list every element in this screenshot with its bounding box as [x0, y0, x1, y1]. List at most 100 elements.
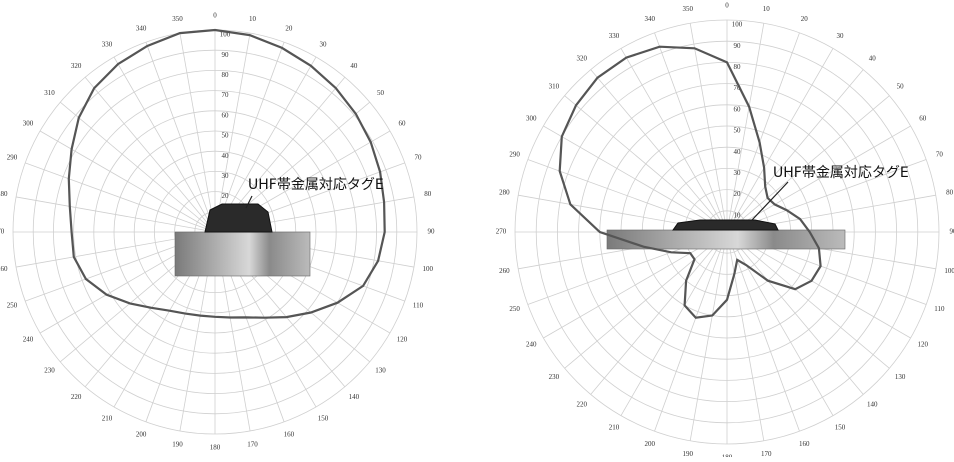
angle-label: 100	[944, 267, 954, 275]
radial-label: 20	[734, 190, 742, 198]
angle-label: 200	[136, 431, 147, 439]
radial-label: 20	[222, 192, 230, 200]
radial-label: 90	[222, 51, 230, 59]
angle-label: 190	[172, 440, 183, 448]
angle-label: 220	[71, 393, 82, 401]
angle-label: 120	[917, 341, 928, 349]
radial-label: 50	[734, 127, 742, 135]
angle-label: 80	[946, 188, 954, 196]
angle-label: 200	[644, 440, 655, 448]
angle-label: 240	[526, 341, 537, 349]
radial-label: 60	[734, 105, 742, 113]
grid-spoke	[727, 232, 889, 368]
angle-label: 250	[7, 301, 18, 309]
radial-label: 60	[222, 111, 230, 119]
angle-label: 50	[377, 89, 385, 97]
grid-spoke	[591, 70, 727, 232]
angle-label: 170	[761, 450, 772, 457]
angle-label: 70	[414, 154, 422, 162]
angle-label: 320	[576, 54, 587, 62]
angle-label: 230	[549, 373, 560, 381]
radial-label: 80	[222, 71, 230, 79]
angle-label: 140	[867, 401, 878, 409]
angle-label: 280	[499, 188, 510, 196]
angle-label: 270	[496, 228, 507, 236]
angle-label: 0	[213, 12, 217, 20]
angle-label: 220	[576, 401, 587, 409]
radial-label: 40	[734, 148, 742, 156]
grid-spoke	[727, 232, 863, 394]
grid-spoke	[727, 70, 863, 232]
angle-label: 30	[837, 32, 845, 40]
angle-label: 0	[725, 2, 729, 10]
angle-label: 300	[526, 115, 537, 123]
angle-label: 260	[0, 265, 8, 273]
angle-label: 160	[799, 440, 810, 448]
radial-label: 10	[734, 211, 742, 219]
angle-label: 320	[71, 62, 82, 70]
angle-label: 310	[44, 89, 55, 97]
metal-plate	[175, 232, 310, 276]
angle-label: 120	[397, 336, 408, 344]
angle-label: 150	[835, 423, 846, 431]
radial-label: 50	[222, 132, 230, 140]
radial-label: 70	[222, 91, 230, 99]
angle-label: 70	[936, 150, 944, 158]
angle-label: 110	[934, 305, 945, 313]
grid-spoke	[565, 232, 727, 368]
angle-label: 140	[349, 393, 360, 401]
radial-label: 80	[734, 63, 742, 71]
angle-label: 190	[683, 450, 694, 457]
angle-label: 350	[683, 5, 694, 13]
angle-label: 130	[895, 373, 906, 381]
angle-label: 20	[285, 25, 293, 33]
angle-label: 90	[950, 228, 954, 236]
angle-label: 60	[919, 115, 927, 123]
angle-label: 350	[172, 15, 183, 23]
angle-label: 50	[897, 82, 905, 90]
angle-label: 150	[318, 415, 329, 423]
angle-label: 340	[136, 25, 147, 33]
grid-spoke	[565, 96, 727, 232]
angle-label: 230	[44, 366, 55, 374]
angle-label: 100	[422, 265, 433, 273]
angle-label: 60	[399, 120, 407, 128]
radial-label: 30	[734, 169, 742, 177]
angle-label: 10	[763, 5, 771, 13]
angle-label: 40	[869, 54, 877, 62]
radial-label: 30	[222, 172, 230, 180]
angle-label: 330	[102, 41, 113, 49]
angle-label: 300	[23, 120, 34, 128]
angle-label: 310	[549, 82, 560, 90]
angle-label: 170	[247, 440, 258, 448]
angle-label: 180	[722, 454, 733, 457]
angle-label: 30	[320, 41, 328, 49]
angle-label: 270	[0, 228, 5, 236]
angle-label: 340	[644, 15, 655, 23]
angle-label: 110	[413, 301, 424, 309]
angle-label: 280	[0, 190, 8, 198]
pattern-line	[560, 47, 821, 318]
angle-label: 260	[499, 267, 510, 275]
angle-label: 80	[424, 190, 432, 198]
angle-label: 130	[375, 366, 386, 374]
grid-spoke	[591, 232, 727, 394]
angle-label: 90	[428, 228, 436, 236]
angle-label: 330	[609, 32, 620, 40]
angle-label: 210	[609, 423, 620, 431]
radial-label: 100	[732, 21, 743, 29]
tag	[673, 220, 778, 230]
angle-label: 180	[210, 444, 221, 452]
radial-label: 40	[222, 152, 230, 160]
tag	[205, 204, 272, 232]
angle-label: 240	[23, 336, 34, 344]
angle-label: 160	[284, 431, 295, 439]
angle-label: 210	[102, 415, 113, 423]
angle-label: 290	[509, 150, 520, 158]
radial-label: 90	[734, 42, 742, 50]
angle-label: 250	[509, 305, 520, 313]
annotation: UHF帯金属対応タグE	[773, 165, 909, 181]
angle-label: 10	[249, 15, 257, 23]
angle-label: 20	[801, 15, 809, 23]
